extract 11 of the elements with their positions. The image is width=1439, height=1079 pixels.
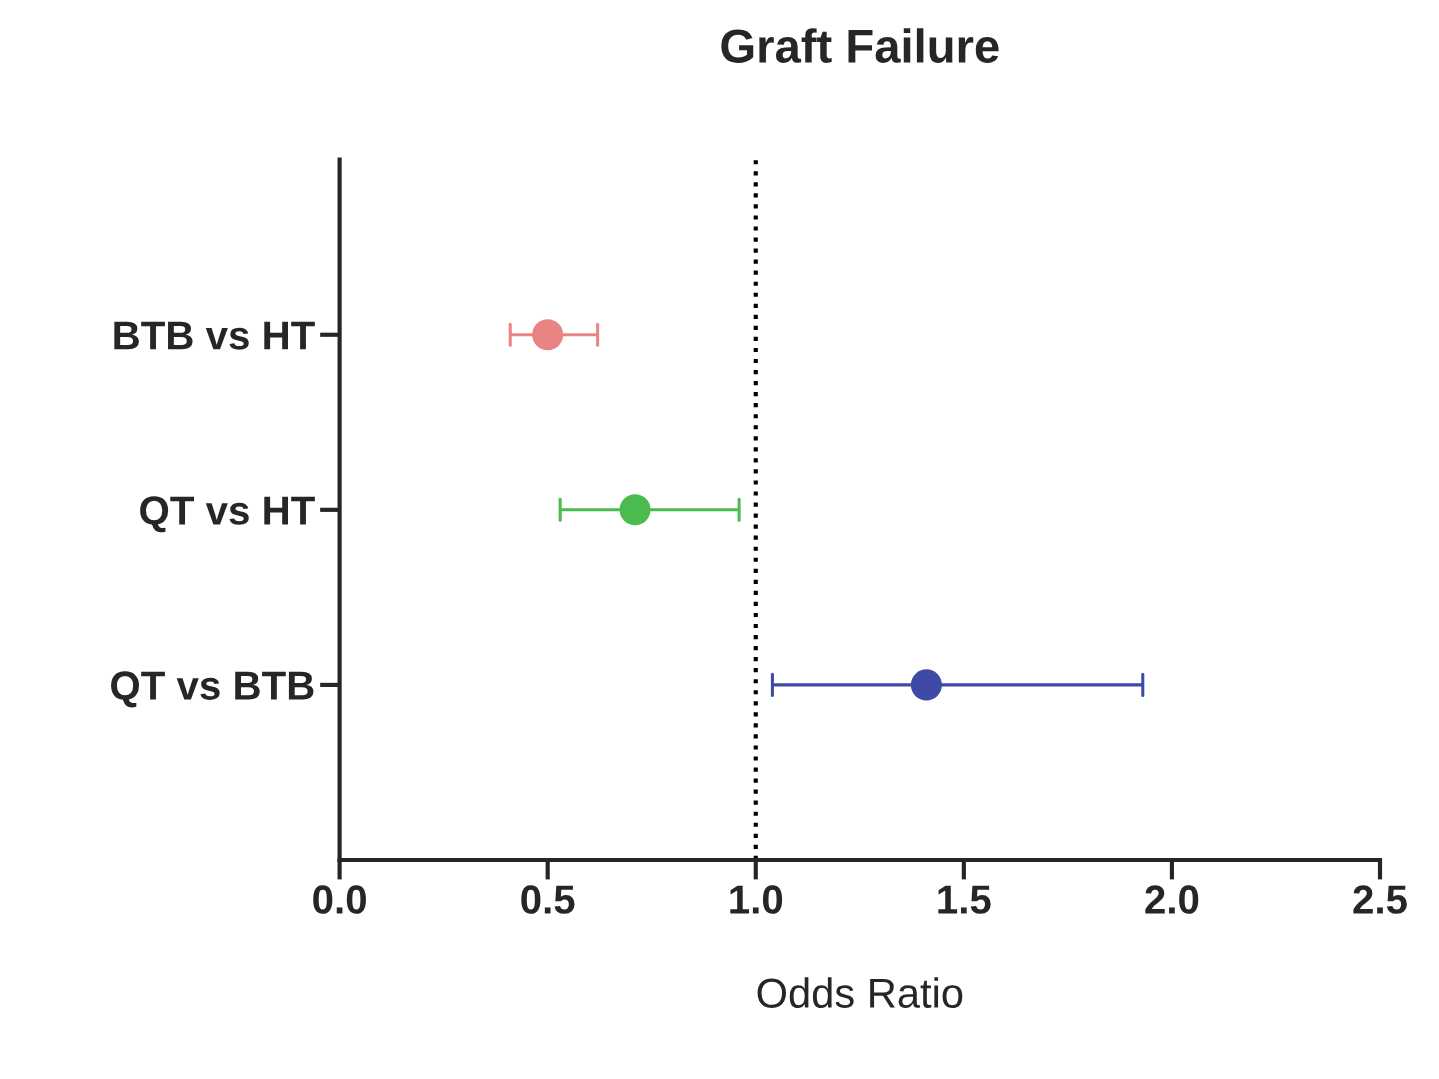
- x-tick-label: 0.5: [521, 885, 575, 914]
- y-tick-label: BTB vs HT: [114, 321, 315, 350]
- x-tick-label: 2.0: [1145, 885, 1199, 914]
- x-tick-label: 0.0: [313, 885, 366, 914]
- x-axis-title: Odds Ratio: [757, 977, 963, 1008]
- x-tick-label: 2.5: [1353, 885, 1407, 914]
- x-tick-label: 1.0: [730, 885, 783, 914]
- chart-title: Graft Failure: [721, 28, 999, 63]
- y-tick-label: QT vs HT: [140, 496, 315, 533]
- x-tick-label: 1.5: [938, 885, 991, 914]
- y-tick-label: QT vs BTB: [111, 671, 314, 708]
